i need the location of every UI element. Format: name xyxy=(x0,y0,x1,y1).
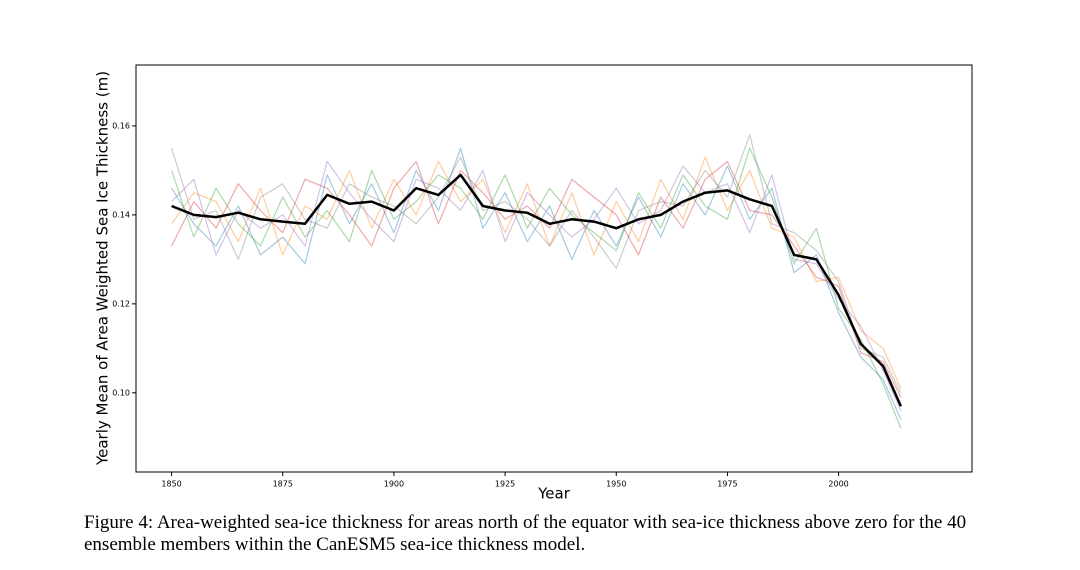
x-tick-label: 2000 xyxy=(828,480,848,489)
figure-caption: Figure 4: Area-weighted sea-ice thicknes… xyxy=(84,512,967,555)
x-tick-label: 1875 xyxy=(273,480,293,489)
x-tick-label: 1950 xyxy=(606,480,626,489)
mean-line xyxy=(171,173,903,407)
y-tick-label: 0.14 xyxy=(112,210,130,219)
y-tick-label: 0.10 xyxy=(112,388,130,397)
x-tick-label: 1975 xyxy=(717,480,737,489)
chart: Yearly Mean of Area Weighted Sea Ice Thi… xyxy=(94,64,973,503)
ensemble-line xyxy=(171,156,902,389)
x-axis-label: Year xyxy=(537,485,571,503)
y-tick-label: 0.16 xyxy=(112,121,130,130)
plot-frame xyxy=(135,64,973,473)
ensemble-line xyxy=(171,147,902,420)
x-tick-label: 1900 xyxy=(384,480,404,489)
y-axis-label: Yearly Mean of Area Weighted Sea Ice Thi… xyxy=(94,71,112,466)
ensemble-line xyxy=(171,160,902,411)
ensemble-line xyxy=(171,160,902,398)
ensemble-line xyxy=(171,147,902,429)
x-tick-label: 1850 xyxy=(161,480,181,489)
x-tick-label: 1925 xyxy=(495,480,515,489)
y-tick-label: 0.12 xyxy=(112,299,130,308)
